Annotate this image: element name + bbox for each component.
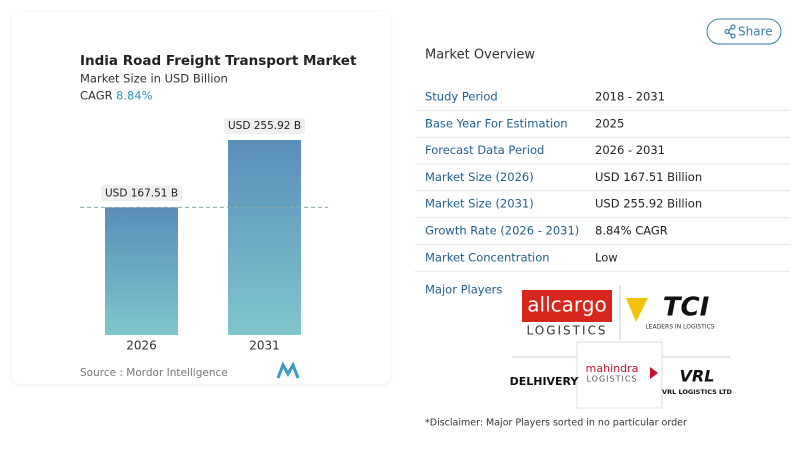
value-label-bg xyxy=(101,185,182,202)
share-icon xyxy=(724,24,736,39)
players-title: Major Players xyxy=(425,283,502,297)
overview-label: Growth Rate (2026 - 2031) xyxy=(425,224,579,238)
logo-vrl-sub: VRL LOGISTICS LTD xyxy=(662,388,732,396)
overview-label: Base Year For Estimation xyxy=(425,116,568,130)
overview-value: Low xyxy=(595,250,618,264)
x-tick-label: 2026 xyxy=(126,339,157,353)
logo-delhivery: DELHIVERY xyxy=(510,375,580,388)
logo-allcargo: allcargo xyxy=(527,293,606,317)
logo-mahindra-sub: LOGISTICS xyxy=(586,375,637,384)
overview-value: USD 255.92 Billion xyxy=(595,197,702,211)
logo-allcargo-sub: LOGISTICS xyxy=(526,324,607,338)
overview-value: 2018 - 2031 xyxy=(595,90,665,104)
logo-mahindra: mahindra xyxy=(586,362,639,375)
value-label-bg xyxy=(224,118,305,134)
logo-vrl: VRL xyxy=(680,367,715,386)
share-button[interactable] xyxy=(706,18,782,45)
overview-label: Market Size (2031) xyxy=(425,197,534,211)
logo-mahindra-mark xyxy=(650,367,658,379)
logo-allcargo-bg xyxy=(522,290,612,322)
value-label: USD 167.51 B xyxy=(105,187,178,199)
bar xyxy=(105,207,178,335)
logo-tci-sub: LEADERS IN LOGISTICS xyxy=(645,324,714,331)
overview-value: 2026 - 2031 xyxy=(595,143,665,157)
source-logo xyxy=(276,361,300,379)
overview-title: Market Overview xyxy=(425,48,535,63)
overview-label: Market Size (2026) xyxy=(425,170,534,184)
disclaimer: *Disclaimer: Major Players sorted in no … xyxy=(425,418,687,429)
overview-value: 2025 xyxy=(595,116,624,130)
bar xyxy=(228,140,301,335)
overview-label: Forecast Data Period xyxy=(425,143,544,157)
logo-tci-mark xyxy=(626,298,648,322)
cagr-value: 8.84% xyxy=(116,89,153,103)
overview-label: Study Period xyxy=(425,90,498,104)
overview-value: 8.84% CAGR xyxy=(595,224,668,238)
x-tick-label: 2031 xyxy=(249,339,280,353)
chart-subtitle: Market Size in USD Billion xyxy=(80,72,228,86)
share-label[interactable]: Share xyxy=(738,25,773,39)
chart-title: India Road Freight Transport Market xyxy=(80,53,357,69)
cagr-label: CAGR xyxy=(80,89,113,103)
overview-label: Market Concentration xyxy=(425,250,550,264)
source: Source : Mordor Intelligence xyxy=(80,367,228,379)
logo-grid xyxy=(512,285,730,409)
value-label: USD 255.92 B xyxy=(228,120,301,132)
logo-tci: TCI xyxy=(663,293,710,323)
overview-value: USD 167.51 Billion xyxy=(595,170,702,184)
